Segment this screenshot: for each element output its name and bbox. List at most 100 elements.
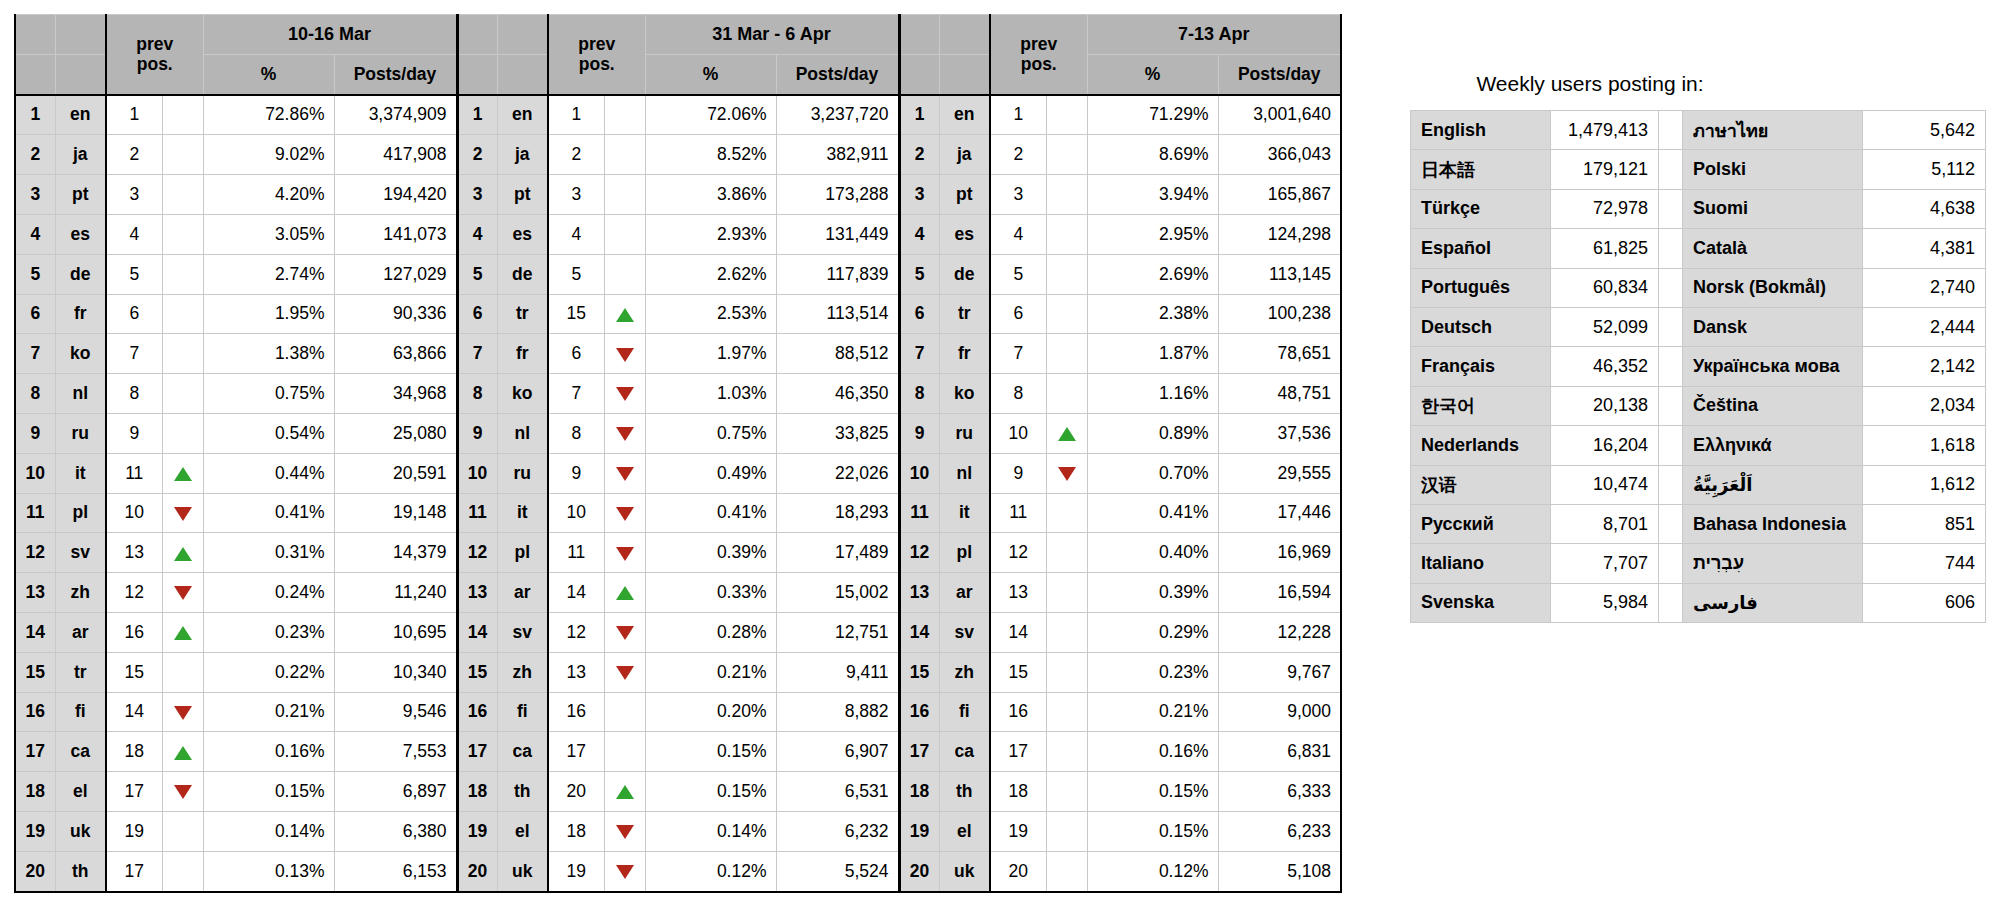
rank-cell[interactable]: 17 — [899, 732, 939, 772]
prev-pos-cell[interactable]: 8 — [990, 374, 1046, 414]
language-code-cell[interactable]: tr — [55, 652, 106, 692]
percent-cell[interactable]: 0.22% — [203, 652, 334, 692]
rank-cell[interactable]: 4 — [457, 214, 497, 254]
posts-per-day-cell[interactable]: 117,839 — [776, 254, 899, 294]
trend-arrow-cell[interactable] — [1046, 851, 1087, 891]
side-language-cell[interactable]: Čeština — [1683, 386, 1863, 425]
trend-arrow-cell[interactable] — [604, 453, 645, 493]
language-code-cell[interactable]: ca — [55, 732, 106, 772]
rank-cell[interactable]: 20 — [15, 851, 55, 891]
rank-cell[interactable]: 6 — [15, 294, 55, 334]
language-header-cell[interactable] — [497, 54, 548, 94]
language-header-cell[interactable] — [939, 54, 990, 94]
trend-arrow-cell[interactable] — [162, 493, 203, 533]
prev-pos-cell[interactable]: 15 — [548, 294, 604, 334]
prev-pos-cell[interactable]: 1 — [990, 95, 1046, 135]
posts-per-day-cell[interactable]: 100,238 — [1218, 294, 1341, 334]
prev-pos-cell[interactable]: 18 — [548, 811, 604, 851]
prev-pos-cell[interactable]: 17 — [106, 851, 162, 891]
rank-cell[interactable]: 11 — [457, 493, 497, 533]
side-value-cell[interactable]: 2,142 — [1863, 347, 1986, 386]
percent-cell[interactable]: 1.38% — [203, 334, 334, 374]
spacer-cell[interactable] — [1659, 544, 1683, 583]
language-code-cell[interactable]: pl — [939, 533, 990, 573]
language-header-cell[interactable] — [939, 15, 990, 55]
posts-per-day-cell[interactable]: 10,695 — [334, 612, 457, 652]
posts-per-day-header-cell[interactable]: Posts/day — [1218, 54, 1341, 94]
prev-pos-cell[interactable]: 17 — [106, 772, 162, 812]
trend-arrow-cell[interactable] — [162, 573, 203, 613]
side-language-cell[interactable]: Català — [1683, 229, 1863, 268]
prev-pos-cell[interactable]: 13 — [106, 533, 162, 573]
trend-arrow-cell[interactable] — [162, 851, 203, 891]
rank-cell[interactable]: 8 — [15, 374, 55, 414]
posts-per-day-cell[interactable]: 6,333 — [1218, 772, 1341, 812]
trend-arrow-cell[interactable] — [604, 652, 645, 692]
prev-pos-cell[interactable]: 16 — [990, 692, 1046, 732]
prev-pos-cell[interactable]: 6 — [106, 294, 162, 334]
language-code-cell[interactable]: ko — [497, 374, 548, 414]
trend-arrow-cell[interactable] — [604, 95, 645, 135]
rank-header-cell[interactable] — [15, 15, 55, 55]
rank-cell[interactable]: 8 — [899, 374, 939, 414]
trend-arrow-cell[interactable] — [604, 811, 645, 851]
prev-pos-cell[interactable]: 2 — [548, 135, 604, 175]
prev-pos-cell[interactable]: 12 — [990, 533, 1046, 573]
side-language-cell[interactable]: Norsk (Bokmål) — [1683, 268, 1863, 307]
language-code-cell[interactable]: el — [497, 811, 548, 851]
rank-cell[interactable]: 14 — [15, 612, 55, 652]
side-language-cell[interactable]: Українська мова — [1683, 347, 1863, 386]
language-code-cell[interactable]: th — [939, 772, 990, 812]
percent-cell[interactable]: 2.53% — [645, 294, 776, 334]
prev-pos-cell[interactable]: 5 — [548, 254, 604, 294]
posts-per-day-header-cell[interactable]: Posts/day — [776, 54, 899, 94]
trend-arrow-cell[interactable] — [604, 612, 645, 652]
rank-cell[interactable]: 12 — [899, 533, 939, 573]
percent-cell[interactable]: 0.49% — [645, 453, 776, 493]
trend-arrow-cell[interactable] — [162, 374, 203, 414]
rank-cell[interactable]: 2 — [457, 135, 497, 175]
trend-arrow-cell[interactable] — [162, 453, 203, 493]
posts-per-day-cell[interactable]: 88,512 — [776, 334, 899, 374]
period-header-cell[interactable]: 7-13 Apr — [1087, 15, 1341, 55]
language-code-cell[interactable]: fr — [497, 334, 548, 374]
percent-header-cell[interactable]: % — [1087, 54, 1218, 94]
language-code-cell[interactable]: fi — [55, 692, 106, 732]
percent-cell[interactable]: 0.40% — [1087, 533, 1218, 573]
side-language-cell[interactable]: Türkçe — [1411, 189, 1551, 228]
rank-cell[interactable]: 12 — [457, 533, 497, 573]
side-value-cell[interactable]: 61,825 — [1551, 229, 1659, 268]
trend-arrow-cell[interactable] — [162, 612, 203, 652]
percent-cell[interactable]: 72.86% — [203, 95, 334, 135]
rank-cell[interactable]: 10 — [15, 453, 55, 493]
language-code-cell[interactable]: sv — [55, 533, 106, 573]
spacer-cell[interactable] — [1659, 583, 1683, 622]
rank-cell[interactable]: 1 — [15, 95, 55, 135]
trend-arrow-cell[interactable] — [1046, 533, 1087, 573]
trend-arrow-cell[interactable] — [604, 493, 645, 533]
posts-per-day-cell[interactable]: 10,340 — [334, 652, 457, 692]
language-code-cell[interactable]: ko — [55, 334, 106, 374]
language-code-cell[interactable]: pt — [497, 175, 548, 215]
posts-per-day-cell[interactable]: 366,043 — [1218, 135, 1341, 175]
spacer-cell[interactable] — [1659, 386, 1683, 425]
prev-pos-cell[interactable]: 5 — [106, 254, 162, 294]
posts-per-day-cell[interactable]: 194,420 — [334, 175, 457, 215]
rank-cell[interactable]: 19 — [899, 811, 939, 851]
rank-cell[interactable]: 7 — [899, 334, 939, 374]
prev-pos-cell[interactable]: 14 — [990, 612, 1046, 652]
language-code-cell[interactable]: el — [939, 811, 990, 851]
trend-arrow-cell[interactable] — [1046, 413, 1087, 453]
side-value-cell[interactable]: 179,121 — [1551, 150, 1659, 189]
trend-arrow-cell[interactable] — [604, 175, 645, 215]
trend-arrow-cell[interactable] — [604, 214, 645, 254]
rank-cell[interactable]: 2 — [899, 135, 939, 175]
rank-cell[interactable]: 3 — [15, 175, 55, 215]
language-code-cell[interactable]: ar — [497, 573, 548, 613]
side-language-cell[interactable]: اَلْعَرَبِيَّةُ — [1683, 465, 1863, 504]
language-code-cell[interactable]: de — [497, 254, 548, 294]
rank-cell[interactable]: 16 — [15, 692, 55, 732]
language-code-cell[interactable]: ar — [55, 612, 106, 652]
posts-per-day-cell[interactable]: 173,288 — [776, 175, 899, 215]
prev-pos-cell[interactable]: 1 — [548, 95, 604, 135]
